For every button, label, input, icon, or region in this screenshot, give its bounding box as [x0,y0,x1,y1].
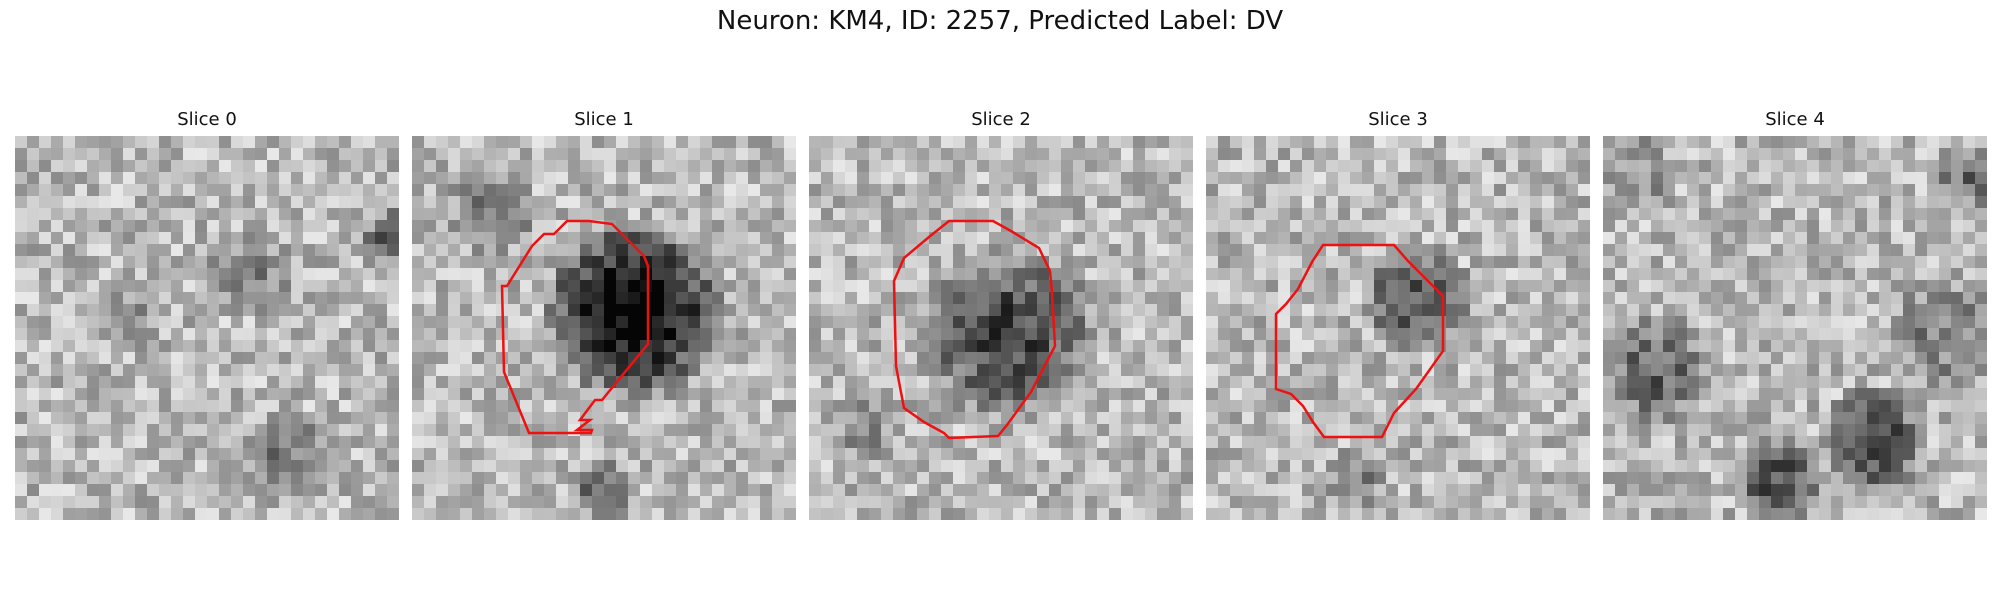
slice-title-2: Slice 2 [971,109,1031,130]
slice-image-0 [15,136,399,520]
roi-outline-1 [500,219,650,435]
slice-image-2 [809,136,1193,520]
slice-panel-4: Slice 4 [1603,108,1987,520]
slice-image-3 [1206,136,1590,520]
slice-panel-0: Slice 0 [15,108,399,520]
figure-title: Neuron: KM4, ID: 2257, Predicted Label: … [716,6,1284,36]
slice-title-1: Slice 1 [574,109,634,130]
roi-outline-3 [1274,243,1445,439]
slice-title-4: Slice 4 [1765,109,1825,130]
slice-panel-2: Slice 2 [809,108,1193,520]
slice-panel-1: Slice 1 [412,108,796,520]
roi-outline-2 [892,219,1057,440]
slice-title-0: Slice 0 [177,109,237,130]
slice-image-4 [1603,136,1987,520]
slice-title-3: Slice 3 [1368,109,1428,130]
slice-image-1 [412,136,796,520]
slice-panel-3: Slice 3 [1206,108,1590,520]
